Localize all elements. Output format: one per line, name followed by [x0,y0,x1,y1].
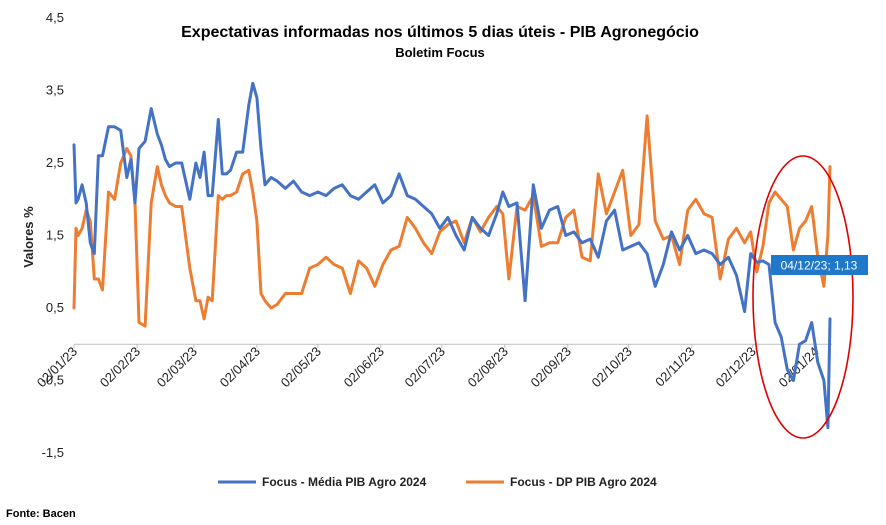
x-tick-label: 02/09/23 [528,344,574,390]
x-tick-label: 02/11/23 [652,344,698,390]
x-tick-label: 02/04/23 [217,344,263,390]
y-tick-label: 3,5 [46,83,64,98]
y-tick-label: 4,5 [46,10,64,25]
chart-title: Expectativas informadas nos últimos 5 di… [181,24,699,41]
x-tick-label: 02/10/23 [589,344,635,390]
x-tick-label: 02/06/23 [341,344,387,390]
x-axis-ticks: 02/01/23 02/02/23 02/03/23 02/04/23 02/05/23… [34,344,822,390]
callout-box [771,255,868,275]
y-tick-label: -1,5 [42,445,64,460]
x-tick-label: 02/05/23 [278,344,324,390]
y-tick-label: 0,5 [46,300,64,315]
y-tick-label: 1,5 [46,228,64,243]
x-tick-label: 02/12/23 [712,344,758,390]
chart-subtitle: Boletim Focus [395,45,485,60]
series-line-media [72,81,832,430]
highlight-ellipse [752,155,854,439]
x-tick-label: 02/07/23 [402,344,448,390]
legend-label-media: Focus - Média PIB Agro 2024 [262,475,427,489]
x-tick-label: 02/02/23 [97,344,143,390]
data-callout: 04/12/23; 1,13 [771,255,868,275]
series-lines [72,81,832,430]
y-axis-label: Valores % [21,206,36,268]
legend-label-dp: Focus - DP PIB Agro 2024 [510,475,657,489]
x-tick-label: 02/03/23 [154,344,200,390]
source-note: Fonte: Bacen [6,508,76,520]
series-line-dp [72,114,832,328]
callout-text: 04/12/23; 1,13 [781,259,858,273]
legend: Focus - Média PIB Agro 2024 Focus - DP P… [218,475,657,489]
y-axis-ticks: 4,5 3,5 2,5 1,5 0,5 -0,5 -1,5 [42,10,64,460]
y-tick-label: 2,5 [46,155,64,170]
x-tick-label: 02/08/23 [465,344,511,390]
y-tick-label: -0,5 [42,373,64,388]
